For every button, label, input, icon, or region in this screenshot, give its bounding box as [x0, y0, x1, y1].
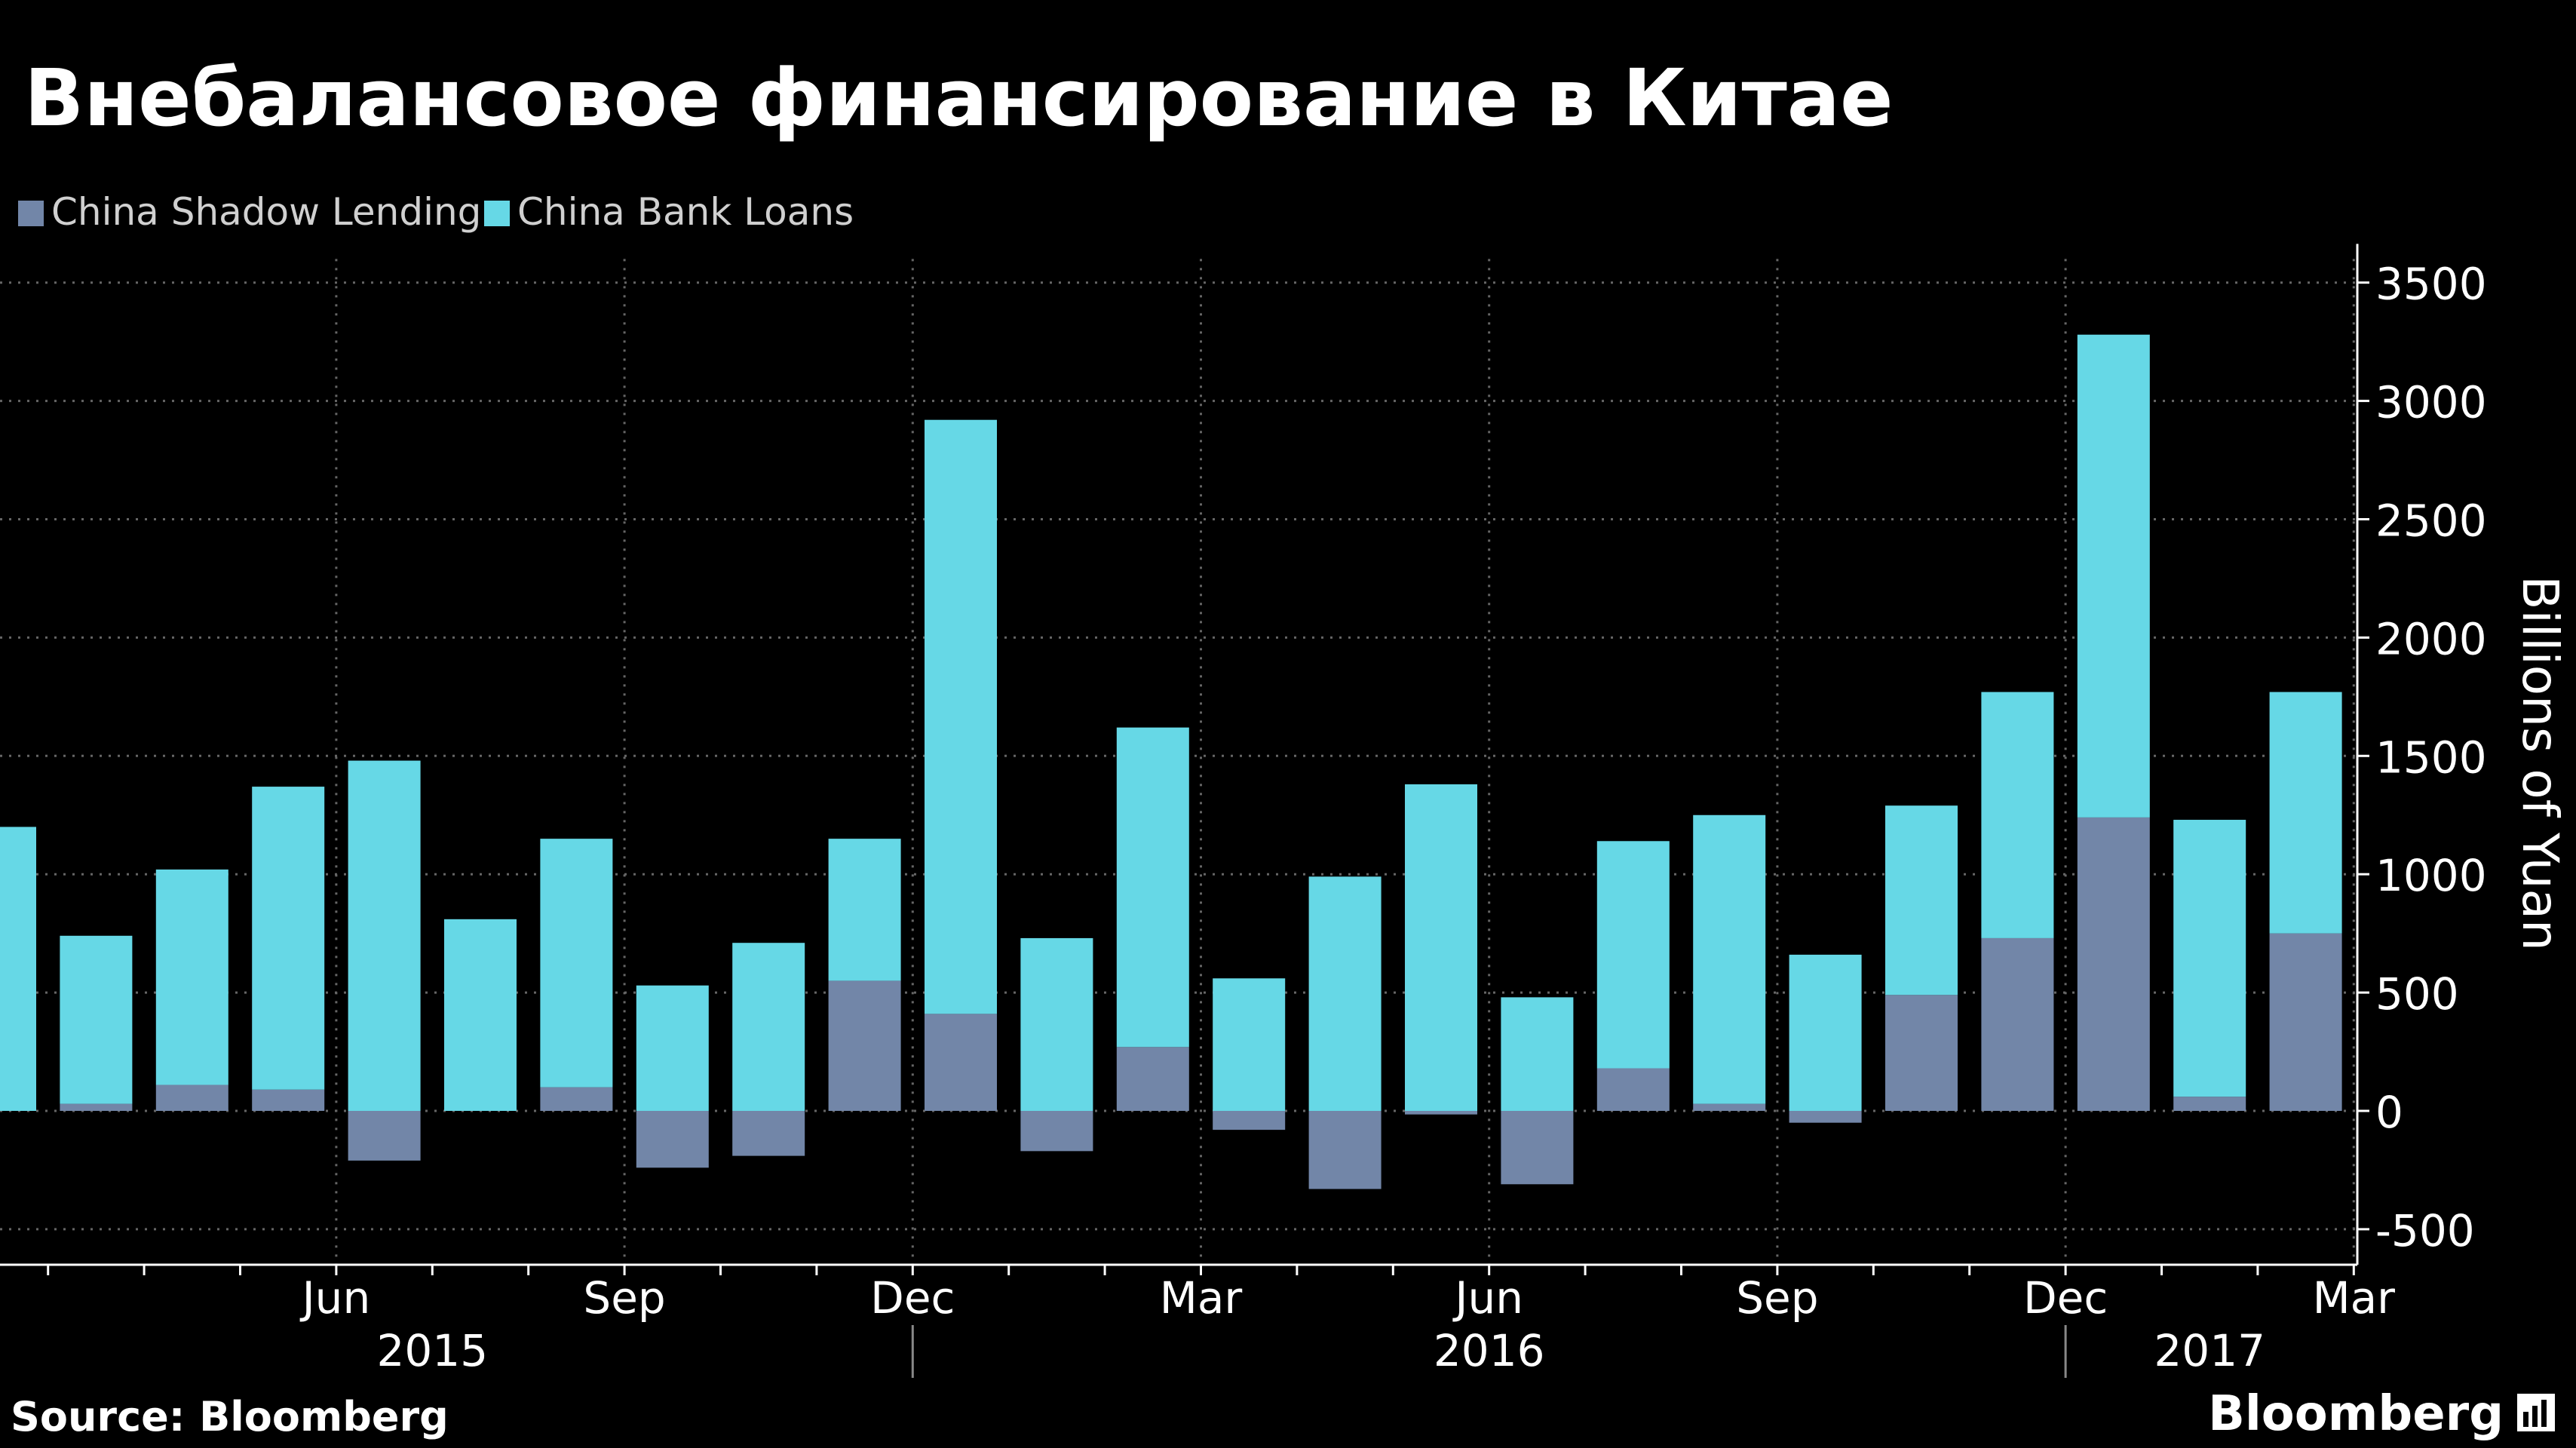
bar-shadow-lending: [1789, 1111, 1862, 1123]
bar-shadow-lending: [1693, 1103, 1766, 1111]
bar-bank-loans: [0, 827, 36, 1111]
bar-bank-loans: [636, 985, 709, 1111]
bar-bank-loans: [348, 760, 421, 1111]
y-tick-label: 1000: [2375, 850, 2487, 901]
bar-bank-loans: [1885, 805, 1958, 996]
bar-bank-loans: [155, 869, 228, 1085]
bar-bank-loans: [1789, 954, 1862, 1111]
x-tick-label: Dec: [870, 1272, 955, 1324]
x-tick-label: Mar: [1160, 1272, 1243, 1324]
bar-shadow-lending: [1213, 1111, 1286, 1130]
bar-shadow-lending: [1405, 1111, 1477, 1115]
year-label: 2016: [1434, 1325, 1545, 1376]
bar-shadow-lending: [2269, 933, 2342, 1111]
y-tick-label: 3000: [2375, 377, 2487, 428]
bar-bank-loans: [1116, 727, 1189, 1048]
bar-bank-loans: [925, 419, 997, 1014]
bar-bank-loans: [1308, 876, 1382, 1111]
bars: [0, 334, 2342, 1189]
bar-bank-loans: [828, 839, 901, 981]
y-tick-label: 1500: [2375, 732, 2487, 783]
legend-swatch-bank: [484, 201, 510, 226]
x-tick-label: Sep: [583, 1272, 665, 1324]
bar-shadow-lending: [252, 1089, 325, 1111]
y-tick-label: 3500: [2375, 259, 2487, 310]
bar-bank-loans: [444, 919, 517, 1111]
x-tick-label: Jun: [300, 1272, 371, 1324]
bar-shadow-lending: [540, 1087, 613, 1111]
bar-bank-loans: [60, 935, 133, 1104]
bar-shadow-lending: [1596, 1068, 1670, 1111]
bar-bank-loans: [1405, 784, 1477, 1111]
x-tick-label: Sep: [1736, 1272, 1818, 1324]
bar-shadow-lending: [828, 980, 901, 1111]
bar-shadow-lending: [636, 1111, 709, 1168]
bar-shadow-lending: [925, 1014, 997, 1111]
bar-shadow-lending: [1885, 995, 1958, 1111]
y-tick-label: 0: [2375, 1087, 2403, 1138]
bar-shadow-lending: [1981, 937, 2054, 1111]
bar-bank-loans: [1596, 841, 1670, 1069]
y-tick-label: -500: [2375, 1205, 2475, 1256]
bar-bank-loans: [732, 943, 805, 1111]
source-note: Source: Bloomberg: [11, 1393, 449, 1440]
bar-shadow-lending: [1020, 1111, 1093, 1152]
y-tick-label: 2000: [2375, 613, 2487, 664]
x-tick-labels: Jun Sep Dec Mar Jun Sep Dec Mar 2015 2016 2017: [47, 1264, 2396, 1378]
year-label: 2015: [376, 1325, 488, 1376]
legend: China Shadow Lending China Bank Loans: [18, 190, 854, 234]
bloomberg-terminal-icon: [2517, 1394, 2555, 1431]
chart-title: Внебалансовое финансирование в Китае: [24, 52, 1893, 144]
bar-bank-loans: [540, 839, 613, 1088]
x-tick-label: Jun: [1452, 1272, 1523, 1324]
legend-label-bank: China Bank Loans: [517, 190, 854, 234]
y-tick-label: 500: [2375, 968, 2459, 1020]
bar-bank-loans: [1981, 692, 2054, 938]
bar-bank-loans: [252, 787, 325, 1090]
bar-shadow-lending: [155, 1084, 228, 1111]
legend-swatch-shadow: [18, 201, 44, 226]
bar-bank-loans: [1213, 978, 1286, 1111]
bar-bank-loans: [1693, 814, 1766, 1104]
bar-shadow-lending: [732, 1111, 805, 1156]
bar-bank-loans: [1020, 937, 1093, 1111]
bar-shadow-lending: [1116, 1047, 1189, 1111]
y-tick-labels: -500 0 500 1000 1500 2000 2500 3000 3500: [2357, 259, 2487, 1256]
bar-shadow-lending: [60, 1103, 133, 1111]
bar-shadow-lending: [348, 1111, 421, 1161]
bar-shadow-lending: [1501, 1111, 1574, 1185]
y-tick-label: 2500: [2375, 495, 2487, 547]
axes: [0, 244, 2359, 1266]
bloomberg-logo: Bloomberg: [2208, 1386, 2504, 1442]
legend-label-shadow: China Shadow Lending: [51, 190, 481, 234]
y-axis-label: Billions of Yuan: [2511, 575, 2569, 951]
x-tick-label: Mar: [2313, 1272, 2396, 1324]
bar-bank-loans: [2269, 692, 2342, 934]
bar-bank-loans: [2077, 334, 2150, 818]
bar-bank-loans: [2173, 820, 2246, 1097]
bar-shadow-lending: [2077, 817, 2150, 1111]
year-label: 2017: [2154, 1325, 2265, 1376]
bar-shadow-lending: [1308, 1111, 1382, 1189]
bar-bank-loans: [1501, 997, 1574, 1111]
x-tick-label: Dec: [2023, 1272, 2108, 1324]
bar-shadow-lending: [2173, 1097, 2246, 1111]
